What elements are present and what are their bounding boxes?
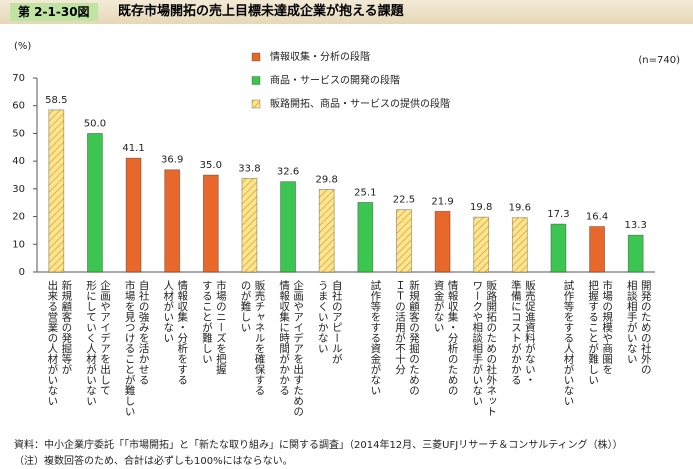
value-label: 17.3 [547,209,569,220]
value-label: 25.1 [354,187,376,198]
y-tick-label: 10 [12,239,25,250]
bar [550,223,567,273]
x-tick-label: 新規顧客の発掘のための ＩＴの活用が不十分 [393,280,420,396]
bar [48,109,65,273]
value-label: 13.3 [625,220,647,231]
bar [511,217,528,273]
legend-label: 販路開拓、商品・サービスの提供の段階 [270,97,450,110]
bar [434,210,451,273]
legend-swatch [251,76,261,85]
value-label: 22.5 [393,195,415,206]
value-label: 36.9 [161,155,183,166]
x-tick-label: 販路開拓のための社外ネット ワークや相談相手がいない [471,280,498,417]
y-tick-label: 20 [12,212,25,223]
sample-note: (n=740) [638,55,680,66]
x-tick-label: 試作等をする資金がない [369,280,382,396]
y-tick-label: 70 [12,73,25,84]
bar [125,157,142,273]
x-tick-label: 自社の強みを活かせる 市場を見つけることが難しい [123,280,150,417]
y-tick-label: 60 [12,101,25,112]
x-tick-label: 試作等をする人材がいない [562,280,575,406]
value-label: 33.8 [238,163,260,174]
value-label: 19.6 [509,203,531,214]
value-label: 50.0 [84,118,106,129]
y-tick-label: 0 [19,267,25,278]
header [0,0,693,24]
figure-label: 第 2-1-30図 [10,3,98,21]
bar [202,174,219,273]
x-tick-label: 市場のニーズを把握 することが難しい [200,280,227,375]
bar [627,234,644,273]
value-label: 21.9 [431,196,453,207]
value-label: 19.8 [470,202,492,213]
bar [589,226,605,273]
x-tick-label: 情報収集・分析のための 資金がない [432,280,459,396]
x-tick-label: 企画やアイデアを出して 形にしていく人材がいない [84,280,111,406]
value-label: 41.1 [122,143,144,154]
legend-label: 商品・サービスの開発の段階 [270,74,400,87]
bar [396,209,412,273]
bar [164,169,181,273]
bar [241,177,258,273]
value-label: 16.4 [586,212,608,223]
y-unit: (%) [14,41,31,52]
y-tick-label: 30 [12,184,25,195]
bar [357,202,374,273]
value-label: 29.8 [316,174,338,185]
value-label: 32.6 [277,167,299,178]
value-label: 35.0 [200,160,222,171]
bar [318,189,335,273]
value-label: 58.5 [45,95,67,106]
x-tick-label: 情報収集・分析をする 人材がいない [162,280,189,385]
x-tick-label: 販売促進資料がない・ 準備にコストがかかる [509,280,536,385]
legend-label: 情報収集・分析の段階 [270,50,370,63]
bar [280,181,296,273]
x-tick-label: 開発のための社外の 相談相手がいない [625,280,652,375]
bar [87,133,103,273]
y-tick-label: 50 [12,128,25,139]
x-tick-label: 自社のアピールが うまくいかない [316,280,343,364]
legend-swatch [251,52,261,62]
x-tick-label: 企画やアイデアを出すための 情報収集に時間がかかる [278,280,305,417]
bar [473,216,490,273]
y-tick-label: 40 [12,156,25,167]
chart-title: 既存市場開拓の売上目標未達成企業が抱える課題 [118,4,404,19]
footnote: （注）複数回答のため、合計は必ずしも100%にはならない。 [14,456,293,467]
legend-swatch [251,99,261,109]
x-tick-label: 市場の規模や商圏を 把握することが難しい [587,280,614,385]
x-tick-label: 販売チャネルを確保する のが難しい [239,280,266,396]
source-note: 資料：中小企業庁委託「「市場開拓」と「新たな取り組み」に関する調査」（2014年… [14,440,623,451]
x-tick-label: 新規顧客の発掘等が 出来る営業の人材がいない [46,280,73,406]
